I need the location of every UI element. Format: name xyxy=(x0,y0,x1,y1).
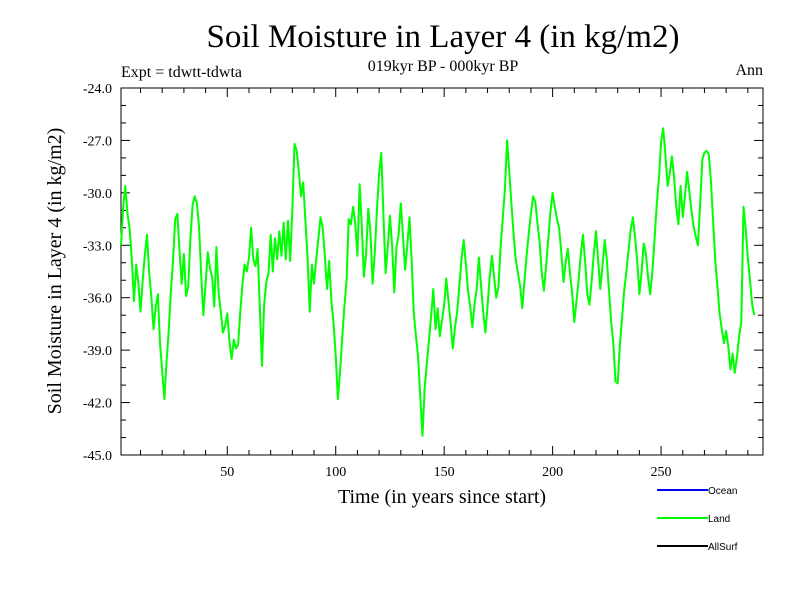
y-tick-label: -30.0 xyxy=(83,187,112,202)
legend: Ocean Land AllSurf xyxy=(657,486,738,553)
season-label: Ann xyxy=(735,62,763,79)
plot-area xyxy=(120,87,764,456)
y-tick-label: -33.0 xyxy=(83,239,112,254)
y-axis-label: Soil Moisture in Layer 4 (in kg/m2) xyxy=(44,128,66,415)
chart-subtitle: 019kyr BP - 000kyr BP xyxy=(368,58,519,75)
experiment-label: Expt = tdwtt-tdwta xyxy=(121,64,242,81)
legend-label-land: Land xyxy=(708,514,730,525)
y-tick-label: -27.0 xyxy=(83,134,112,149)
x-tick-label: 50 xyxy=(220,465,234,480)
y-tick-label: -24.0 xyxy=(83,82,112,97)
y-axis: -45.0 -42.0 -39.0 -36.0 -33.0 -30.0 -27.0 -24.0 xyxy=(83,82,763,464)
y-tick-label: -45.0 xyxy=(83,449,112,464)
x-axis-label: Time (in years since start) xyxy=(338,486,546,508)
series-layer xyxy=(120,127,756,437)
x-tick-label: 200 xyxy=(542,465,563,480)
x-axis: 50 100 150 200 250 xyxy=(140,88,749,480)
y-tick-label: -36.0 xyxy=(83,292,112,307)
legend-label-ocean: Ocean xyxy=(708,486,737,497)
series-line-land xyxy=(120,127,756,437)
y-tick-label: -39.0 xyxy=(83,344,112,359)
x-tick-label: 150 xyxy=(434,465,455,480)
y-tick-label: -42.0 xyxy=(83,397,112,412)
chart-title: Soil Moisture in Layer 4 (in kg/m2) xyxy=(207,19,680,55)
x-tick-label: 100 xyxy=(325,465,346,480)
x-tick-label: 250 xyxy=(651,465,672,480)
legend-label-allsurf: AllSurf xyxy=(708,542,738,553)
